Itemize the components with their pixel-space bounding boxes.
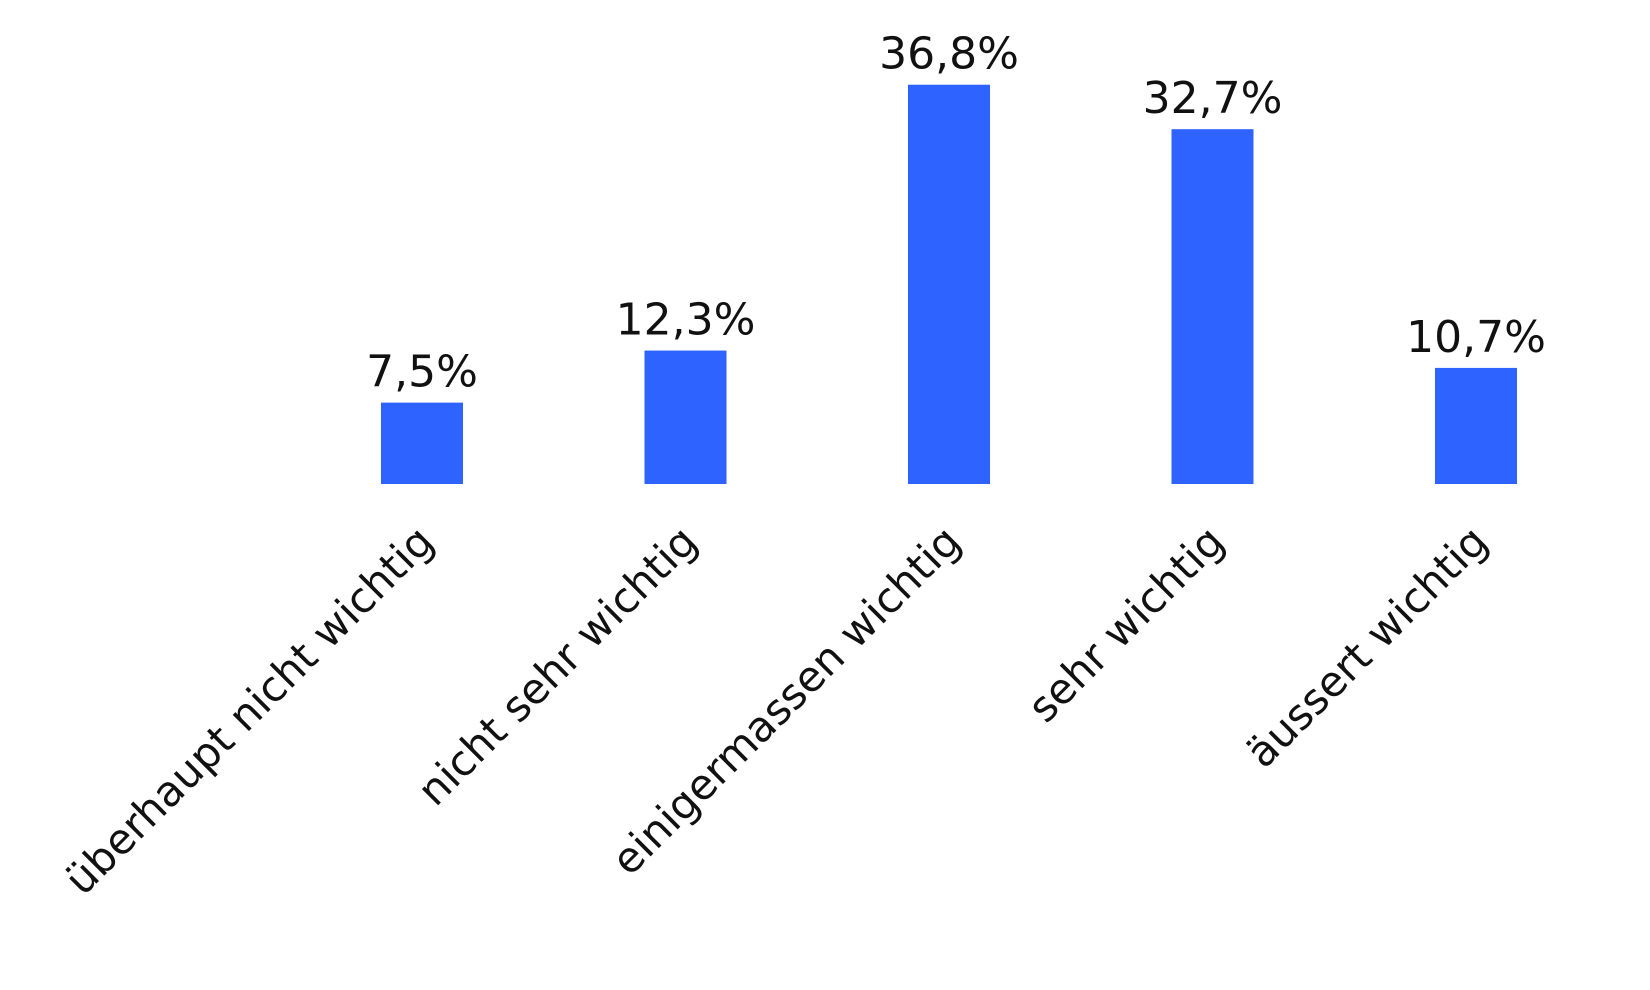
bar-value-label: 7,5% (366, 347, 478, 398)
bar (1435, 367, 1517, 484)
bar-value-label: 36,8% (879, 29, 1019, 80)
bar (381, 402, 463, 484)
bar (1171, 129, 1254, 484)
bar-value-label: 12,3% (616, 295, 756, 346)
bar-value-label: 10,7% (1406, 312, 1546, 363)
bars-layer (381, 84, 1517, 484)
category-tick-label: überhaupt nicht wichtig (55, 516, 443, 904)
bar (908, 84, 990, 484)
category-tick-label: äussert wichtig (1236, 516, 1497, 777)
bar (644, 350, 727, 484)
bar-value-label: 32,7% (1143, 73, 1283, 124)
category-tick-label: nicht sehr wichtig (408, 516, 707, 815)
category-tick-label: sehr wichtig (1018, 516, 1233, 731)
value-labels-layer: 7,5% 12,3% 36,8% 32,7% 10,7% (366, 29, 1546, 398)
